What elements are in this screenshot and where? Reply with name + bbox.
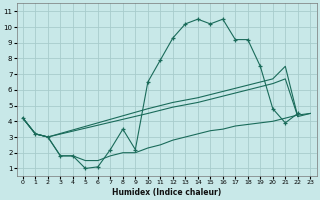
X-axis label: Humidex (Indice chaleur): Humidex (Indice chaleur) [112,188,221,197]
